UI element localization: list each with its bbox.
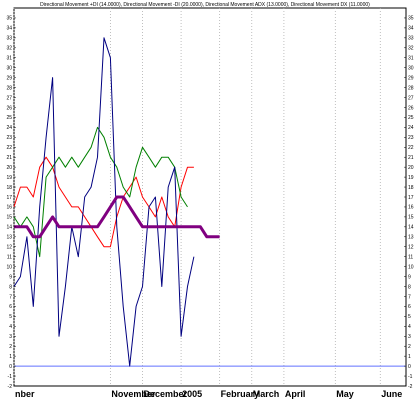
series-lines [13, 37, 220, 367]
y-tick-label: 16 [408, 205, 414, 211]
grid-lines [13, 8, 381, 386]
y-tick-label: 25 [408, 115, 414, 121]
y-tick-label: -2 [8, 384, 13, 390]
y-tick-label: 30 [408, 65, 414, 71]
y-tick-label: 15 [6, 215, 12, 221]
y-tick-label: 33 [6, 36, 12, 42]
x-tick-label: November [111, 389, 156, 399]
y-tick-label: 16 [6, 205, 12, 211]
y-tick-label: 21 [408, 155, 414, 161]
y-tick-label: -1 [8, 374, 13, 380]
y-tick-label: 9 [408, 274, 411, 280]
y-tick-label: 23 [408, 135, 414, 141]
y-tick-label: 32 [6, 46, 12, 52]
x-tick-label: nber [15, 389, 35, 399]
y-tick-label: 13 [408, 235, 414, 241]
x-tick-label: April [285, 389, 306, 399]
y-tick-label: 35 [408, 16, 414, 22]
y-tick-label: 22 [408, 145, 414, 151]
y-tick-label: 19 [408, 175, 414, 181]
x-tick-label: December [144, 389, 188, 399]
y-tick-label: 8 [408, 284, 411, 290]
y-tick-label: 3 [9, 334, 12, 340]
y-tick-label: 10 [408, 264, 414, 270]
y-tick-label: 17 [6, 195, 12, 201]
y-tick-label: 7 [9, 294, 12, 300]
y-tick-label: 11 [7, 254, 12, 260]
y-tick-label: 0 [408, 364, 411, 370]
y-tick-label: 11 [408, 254, 413, 260]
y-tick-label: 20 [408, 165, 414, 171]
y-tick-label: 33 [408, 36, 414, 42]
y-tick-label: 34 [6, 26, 12, 32]
y-tick-label: 24 [6, 125, 12, 131]
y-tick-label: 17 [408, 195, 414, 201]
chart-title: Directional Movement +DI (14.0000), Dire… [40, 2, 370, 8]
y-tick-label: 27 [408, 95, 414, 101]
x-tick-label: 2005 [182, 389, 202, 399]
y-tick-label: 31 [6, 56, 12, 62]
x-tick-label: June [381, 389, 402, 399]
y-tick-label: 31 [408, 56, 414, 62]
y-tick-label: 30 [6, 65, 12, 71]
series-line-3 [13, 37, 195, 367]
y-tick-label: 25 [6, 115, 12, 121]
y-tick-label: 8 [9, 284, 12, 290]
y-tick-label: 5 [9, 314, 12, 320]
y-tick-label: 34 [408, 26, 414, 32]
series-line-4 [14, 195, 220, 239]
left-y-axis-ticks: -2-1012345678910111213141516171819202122… [6, 16, 16, 390]
y-tick-label: 1 [9, 354, 12, 360]
y-tick-label: 4 [408, 324, 411, 330]
right-y-axis-ticks: -2-1012345678910111213141516171819202122… [404, 16, 414, 390]
y-tick-label: 26 [408, 105, 414, 111]
y-tick-label: 9 [9, 274, 12, 280]
series-line-2 [13, 126, 188, 258]
y-tick-label: 29 [408, 75, 414, 81]
y-tick-label: 21 [6, 155, 12, 161]
y-tick-label: 32 [408, 46, 414, 52]
y-tick-label: 2 [408, 344, 411, 350]
x-tick-label: March [253, 389, 280, 399]
y-tick-label: 27 [6, 95, 12, 101]
x-tick-label: February [221, 389, 260, 399]
y-tick-label: -1 [408, 374, 413, 380]
y-tick-label: 28 [408, 85, 414, 91]
y-tick-label: 5 [408, 314, 411, 320]
y-tick-label: 22 [6, 145, 12, 151]
y-tick-label: 19 [6, 175, 12, 181]
y-tick-label: 1 [408, 354, 411, 360]
y-tick-label: 24 [408, 125, 414, 131]
y-tick-label: 2 [9, 344, 12, 350]
y-tick-label: 26 [6, 105, 12, 111]
y-tick-label: 12 [408, 245, 414, 251]
y-tick-label: 15 [408, 215, 414, 221]
y-tick-label: 29 [6, 75, 12, 81]
y-tick-label: 3 [408, 334, 411, 340]
y-tick-label: 4 [9, 324, 12, 330]
y-tick-label: 14 [6, 225, 12, 231]
y-tick-label: 35 [6, 16, 12, 22]
y-tick-label: 14 [408, 225, 414, 231]
y-tick-label: 13 [6, 235, 12, 241]
y-tick-label: 6 [9, 304, 12, 310]
y-tick-label: 10 [6, 264, 12, 270]
y-tick-label: 28 [6, 85, 12, 91]
y-tick-label: 7 [408, 294, 411, 300]
y-tick-label: 20 [6, 165, 12, 171]
x-tick-label: May [336, 389, 354, 399]
plot-frame [13, 7, 407, 387]
y-tick-label: 6 [408, 304, 411, 310]
y-tick-label: 18 [6, 185, 12, 191]
y-tick-label: 23 [6, 135, 12, 141]
y-tick-label: -2 [408, 384, 413, 390]
y-tick-label: 18 [408, 185, 414, 191]
y-tick-label: 12 [6, 245, 12, 251]
y-tick-label: 0 [9, 364, 12, 370]
